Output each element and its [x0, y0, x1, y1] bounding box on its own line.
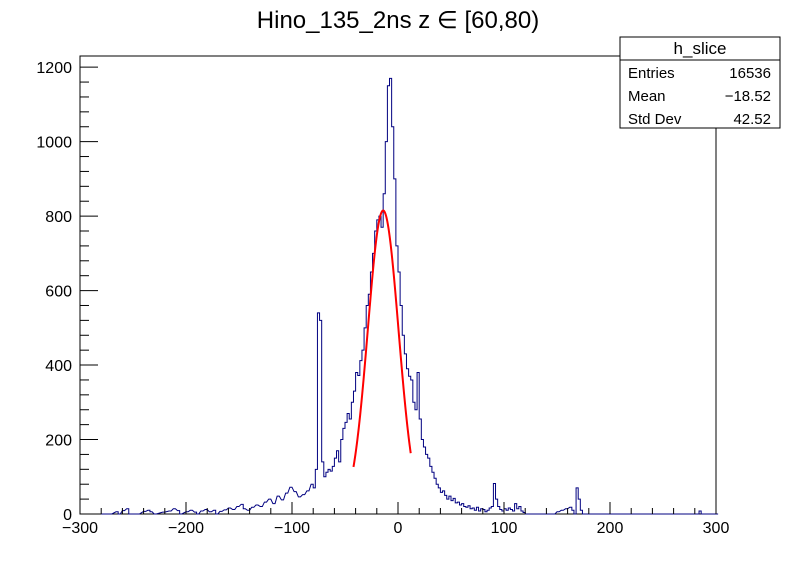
y-tick-label: 800 [45, 209, 72, 226]
x-tick-label: 200 [597, 520, 624, 537]
fit-layer [352, 209, 412, 468]
stats-stddev-value: 42.52 [733, 111, 771, 128]
x-tick-label: 0 [394, 520, 403, 537]
stats-box-title: h_slice [674, 39, 727, 58]
y-tick-label: 600 [45, 284, 72, 301]
x-tick-label: 100 [491, 520, 518, 537]
y-tick-label: 1200 [36, 60, 72, 77]
stats-entries-label: Entries [628, 65, 675, 82]
x-tick-label: 300 [703, 520, 730, 537]
chart-title: Hino_135_2ns z ∈ [60,80) [257, 7, 539, 34]
y-tick-label: 0 [63, 507, 72, 524]
y-tick-label: 1000 [36, 135, 72, 152]
x-tick-label: −100 [274, 520, 310, 537]
stats-stddev-label: Std Dev [628, 111, 682, 128]
gaussian-fit-curve [352, 209, 412, 468]
histogram-layer [101, 77, 719, 515]
stats-mean-value: −18.52 [725, 88, 771, 105]
stats-box-frame [619, 36, 781, 129]
x-tick-label: −200 [168, 520, 204, 537]
stats-box: h_slice Entries 16536 Mean −18.52 Std De… [619, 36, 781, 129]
x-tick-label: −300 [62, 520, 98, 537]
stats-entries-value: 16536 [729, 65, 771, 82]
y-tick-label: 200 [45, 433, 72, 450]
histogram-step-line [101, 77, 719, 515]
stats-mean-label: Mean [628, 88, 666, 105]
y-tick-label: 400 [45, 358, 72, 375]
axes-layer: −300 −200 −100 0 100 200 300 0 200 400 600 800 1000 1… [36, 60, 729, 537]
